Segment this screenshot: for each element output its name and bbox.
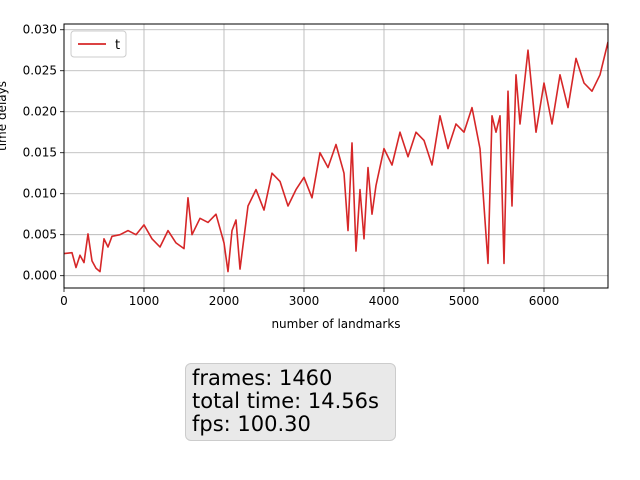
- series-layer: [64, 41, 608, 273]
- x-axis-label: number of landmarks: [271, 317, 400, 331]
- x-tick-label: 0: [60, 294, 68, 308]
- plot-frame: [63, 23, 609, 289]
- series-line-t: [64, 41, 608, 273]
- grid: [63, 24, 608, 288]
- x-tick-label: 4000: [369, 294, 400, 308]
- y-tick-label: 0.010: [23, 187, 57, 201]
- legend-label: t: [115, 38, 120, 53]
- y-tick-label: 0.000: [23, 269, 57, 283]
- y-tick-label: 0.025: [23, 64, 57, 78]
- x-tick-label: 6000: [529, 294, 560, 308]
- x-tick-label: 5000: [449, 294, 480, 308]
- frames-text: frames: 1460: [192, 366, 333, 390]
- total-time-text: total time: 14.56s: [192, 389, 379, 413]
- y-tick-label: 0.030: [23, 23, 57, 37]
- legend: t: [70, 30, 127, 58]
- fps-text: fps: 100.30: [192, 412, 311, 436]
- x-tick-label: 3000: [289, 294, 320, 308]
- ticks: 0 1000 2000 3000 4000 5000 6000 0.000 0.005 0.010…: [23, 23, 560, 308]
- x-tick-label: 2000: [209, 294, 240, 308]
- stats-box: frames: 1460 total time: 14.56s fps: 100…: [185, 363, 396, 441]
- y-axis-label: time delays: [0, 81, 9, 151]
- y-tick-label: 0.020: [23, 105, 57, 119]
- y-tick-label: 0.015: [23, 146, 57, 160]
- y-tick-label: 0.005: [23, 228, 57, 242]
- x-tick-label: 1000: [129, 294, 160, 308]
